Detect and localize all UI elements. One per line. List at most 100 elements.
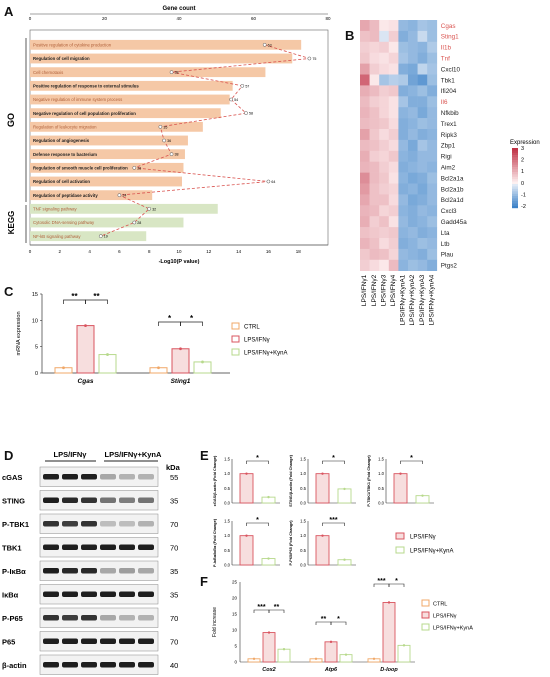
panel-label-f: F	[200, 574, 208, 589]
heatmap-row-label: Lta	[441, 230, 450, 237]
significance-mark: *	[256, 455, 259, 462]
heatmap-cell	[408, 41, 418, 53]
heatmap-cell	[379, 161, 390, 173]
heatmap-row-label: Bcl2a1a	[441, 175, 464, 182]
blot-strip	[39, 466, 159, 487]
heatmap-row-label: Il6	[441, 99, 448, 106]
heatmap-cell	[398, 227, 409, 239]
heatmap-cell	[369, 172, 380, 184]
heatmap-cell	[379, 20, 390, 32]
blot-band	[119, 567, 135, 574]
heatmap-cell	[417, 172, 428, 184]
y-tick-label: 20	[232, 596, 238, 601]
heatmap-cell	[388, 20, 399, 32]
gene-count-point	[244, 111, 248, 116]
heatmap-cell	[427, 96, 438, 108]
heatmap-cell	[369, 248, 380, 261]
y-tick-label: 0.5	[224, 486, 230, 491]
data-point	[179, 347, 182, 351]
heatmap-row-label: Sting1	[441, 34, 459, 41]
y-tick-label: 1.0	[300, 533, 306, 538]
panel-label-c: C	[4, 284, 14, 299]
blot-band	[100, 520, 116, 527]
heatmap-cell	[388, 259, 399, 271]
y-tick-label: 1.5	[300, 457, 306, 462]
heatmap-cell	[379, 30, 390, 43]
gene-count-label: 64	[271, 180, 275, 184]
heatmap-cell	[360, 129, 370, 141]
heatmap-cell	[360, 183, 370, 195]
legend-label: LPS/IFNγ+KynA	[433, 626, 473, 632]
heatmap-column-label: LPS/IFNγ4	[390, 274, 397, 306]
category-label: Regulation of peptidase activity	[33, 193, 98, 198]
y-axis-label: STING/β-actin (Fold Change)	[289, 454, 293, 506]
heatmap-cell	[427, 194, 438, 206]
heatmap-cell	[427, 129, 438, 141]
heatmap-cell	[379, 41, 390, 53]
heatmap-cell	[360, 216, 370, 228]
category-label: Negative regulation of cell population p…	[33, 111, 136, 116]
legend-swatch	[512, 191, 518, 194]
blot-band	[62, 520, 78, 527]
group-label: LPS/IFNγ	[54, 450, 88, 459]
gene-count-label: 75	[312, 57, 316, 61]
heatmap-cell	[408, 238, 418, 250]
bar	[30, 53, 293, 64]
heatmap-row-label: Tbk1	[441, 77, 455, 84]
group-label-go: GO	[6, 113, 16, 127]
bar	[30, 217, 184, 228]
heatmap-cell	[360, 172, 370, 184]
heatmap-row-label: Zbp1	[441, 143, 456, 150]
legend-swatch	[512, 174, 518, 177]
heatmap-cell	[360, 161, 370, 173]
heatmap-cell	[427, 238, 438, 250]
bar	[382, 602, 396, 663]
heatmap-cell	[398, 183, 409, 195]
heatmap-cell	[360, 150, 370, 162]
gene-count-point	[169, 70, 174, 75]
y-tick-label: 0.0	[378, 501, 384, 506]
heatmap-row-label: Gadd45a	[441, 219, 467, 226]
heatmap-cell	[398, 41, 409, 53]
protein-label: P-IκBα	[2, 567, 26, 576]
heatmap-cell	[398, 259, 409, 271]
heatmap-cell	[388, 238, 399, 250]
heatmap-cell	[427, 216, 438, 228]
heatmap-cell	[369, 107, 380, 119]
legend-swatch	[512, 148, 518, 151]
data-point	[372, 657, 376, 660]
heatmap-cell	[369, 150, 380, 162]
heatmap-cell	[379, 216, 390, 228]
panel-b-heatmap: Cgas Sting1 Il1b Tnf Cxcl10 Tbk1 Ifi204 Il6 Nfkb…	[360, 20, 540, 325]
blot-band	[100, 567, 116, 574]
category-label: D-loop	[380, 667, 398, 673]
heatmap-cell	[379, 139, 390, 152]
kda-value: 35	[170, 496, 178, 505]
y-tick-label: 0	[234, 660, 237, 665]
y-tick-label: 0.5	[300, 548, 306, 553]
gene-count-point	[132, 220, 137, 225]
heatmap-cell	[379, 248, 390, 261]
heatmap-cell	[388, 107, 399, 119]
y-tick-label: 25	[232, 580, 238, 585]
data-point	[421, 494, 424, 497]
bottom-tick-label: 16	[266, 249, 272, 254]
gene-count-label: 35	[163, 125, 167, 129]
data-point	[329, 640, 333, 644]
heatmap-row-label: Nfkbib	[441, 110, 459, 117]
heatmap-cell	[398, 20, 409, 32]
bar	[337, 488, 352, 504]
heatmap-cell	[427, 63, 438, 75]
blot-strip	[39, 654, 159, 675]
heatmap-cell	[360, 118, 370, 130]
heatmap-cell	[360, 63, 370, 75]
significance-bracket	[388, 583, 405, 587]
blot-band	[119, 473, 135, 480]
legend-swatch	[512, 164, 518, 168]
gene-count-label: 63	[268, 43, 272, 47]
significance-mark: ***	[257, 604, 265, 611]
kda-value: 70	[170, 637, 178, 646]
x-axis-label: -Log10(P value)	[159, 259, 200, 265]
blot-band	[43, 544, 59, 551]
